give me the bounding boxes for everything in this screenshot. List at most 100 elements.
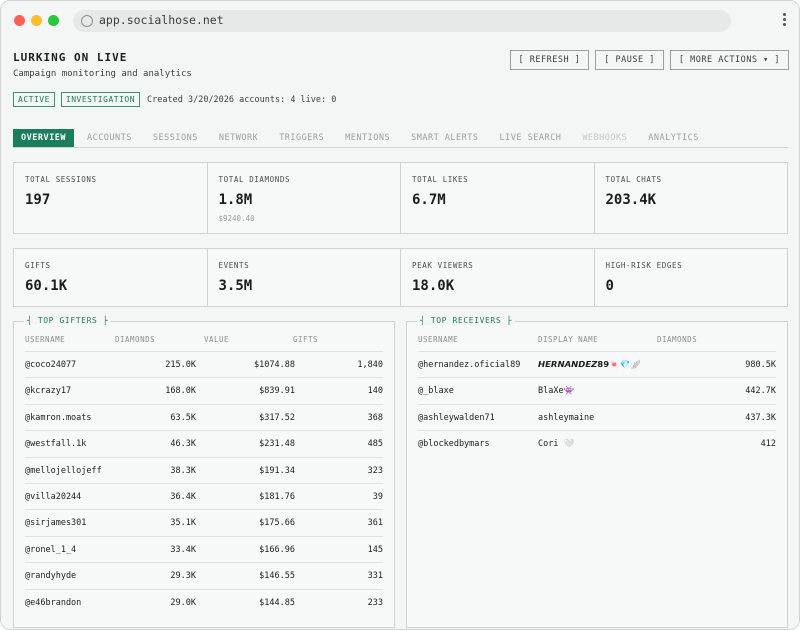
campaign-page: LURKING ON LIVE Campaign monitoring and … <box>1 41 799 629</box>
receiver-username[interactable]: @ashleywalden71 <box>418 412 495 423</box>
tab-smart-alerts[interactable]: SMART ALERTS <box>411 133 479 143</box>
gifter-diamonds: 29.0K <box>170 597 196 608</box>
more-actions-button[interactable]: [ MORE ACTIONS ▾ ] <box>669 50 789 70</box>
gifter-username[interactable]: @coco24077 <box>25 360 77 370</box>
campaign-meta: Created 3/20/2026 accounts: 4 live: 0 <box>147 94 337 105</box>
gifter-gifts: 368 <box>367 412 383 423</box>
receiver-display-name: Cori 🤍 <box>538 439 575 450</box>
receiver-username[interactable]: @hernandez.oficial89 <box>418 360 521 370</box>
tab-triggers[interactable]: TRIGGERS <box>279 133 325 143</box>
address-bar[interactable]: app.socialhose.net <box>73 10 731 32</box>
url-text[interactable]: app.socialhose.net <box>99 13 224 27</box>
gifter-value: $317.52 <box>259 412 295 423</box>
receiver-username[interactable]: @_blaxe <box>418 386 454 397</box>
gifter-username[interactable]: @villa20244 <box>25 491 82 502</box>
minimize-window-button[interactable] <box>31 15 42 26</box>
gifter-value: $144.85 <box>259 597 295 608</box>
stat-label: TOTAL CHATS <box>605 175 662 184</box>
gifter-gifts: 233 <box>367 597 383 608</box>
stat-value: 203.4K <box>605 192 657 208</box>
table-row[interactable]: @westfall.1k 46.3K $231.48 485 <box>25 430 383 456</box>
table-row[interactable]: @kcrazy17 168.0K $839.91 140 <box>25 377 383 403</box>
table-row[interactable]: @ronel_1_4 33.4K $166.96 145 <box>25 535 383 562</box>
stats-row-secondary: GIFTS 60.1K EVENTS 3.5M PEAK VIEWERS 18.0K HIG… <box>13 248 788 307</box>
receiver-diamonds: 437.3K <box>745 412 776 423</box>
stat-card-peak-viewers: PEAK VIEWERS 18.0K <box>401 249 595 306</box>
receiver-username[interactable]: @blockedbymars <box>418 439 490 450</box>
top-gifters-panel: ┤ TOP GIFTERS ├ USERNAME DIAMONDS VALUE … <box>13 316 395 628</box>
gifter-value: $191.34 <box>259 465 295 476</box>
tab-analytics[interactable]: ANALYTICS <box>648 133 699 143</box>
gifter-diamonds: 215.0K <box>165 360 196 370</box>
maximize-window-button[interactable] <box>48 15 59 26</box>
type-badge: INVESTIGATION <box>60 92 141 107</box>
gifter-username[interactable]: @westfall.1k <box>25 439 87 450</box>
gifter-diamonds: 168.0K <box>165 386 196 397</box>
gifter-value: $181.76 <box>259 491 295 502</box>
table-row[interactable]: @mellojellojeff 38.3K $191.34 323 <box>25 456 383 483</box>
gifter-username[interactable]: @kamron.moats <box>25 412 92 423</box>
header-actions: [ REFRESH ] [ PAUSE ] [ MORE ACTIONS ▾ ] <box>504 50 789 70</box>
gifter-diamonds: 35.1K <box>170 518 196 529</box>
gifter-diamonds: 46.3K <box>170 439 196 450</box>
table-row[interactable]: @randyhyde 29.3K $146.55 331 <box>25 562 383 588</box>
table-row[interactable]: @kamron.moats 63.5K $317.52 368 <box>25 403 383 430</box>
gifter-username[interactable]: @kcrazy17 <box>25 386 72 397</box>
stat-value: 1.8M <box>218 192 253 208</box>
stat-card-total-diamonds: TOTAL DIAMONDS 1.8M $9240.40 <box>208 163 401 233</box>
stat-value: 0 <box>605 278 614 294</box>
pause-button[interactable]: [ PAUSE ] <box>595 50 664 70</box>
gifter-diamonds: 29.3K <box>170 571 196 582</box>
stat-label: GIFTS <box>25 261 51 270</box>
stat-card-total-chats: TOTAL CHATS 203.4K <box>595 163 788 233</box>
column-header-display-name: DISPLAY NAME <box>538 335 599 344</box>
tab-mentions[interactable]: MENTIONS <box>345 133 391 143</box>
top-receivers-panel: ┤ TOP RECEIVERS ├ USERNAME DISPLAY NAME … <box>406 316 788 628</box>
stat-label: TOTAL DIAMONDS <box>218 175 291 184</box>
column-header-diamonds: DIAMONDS <box>115 335 156 344</box>
table-row[interactable]: @blockedbymars Cori 🤍 412 <box>418 430 776 456</box>
tab-webhooks[interactable]: WEBHOOKS <box>582 133 628 143</box>
table-row[interactable]: @coco24077 215.0K $1074.88 1,840 <box>25 351 383 377</box>
tab-sessions[interactable]: SESSIONS <box>152 133 198 143</box>
table-row[interactable]: @sirjames301 35.1K $175.66 361 <box>25 509 383 535</box>
refresh-button[interactable]: [ REFRESH ] <box>509 50 590 70</box>
gifter-username[interactable]: @e46brandon <box>25 597 82 608</box>
tab-overview[interactable]: OVERVIEW <box>13 129 74 147</box>
table-row[interactable]: @e46brandon 29.0K $144.85 233 <box>25 588 383 615</box>
gifter-diamonds: 36.4K <box>170 491 196 502</box>
table-row[interactable]: @_blaxe BlaXe👾 442.7K <box>418 377 776 403</box>
gifter-gifts: 140 <box>367 386 383 397</box>
tab-network[interactable]: NETWORK <box>218 133 259 143</box>
stat-subvalue: $9240.40 <box>218 214 255 223</box>
browser-menu-icon[interactable] <box>783 13 787 29</box>
table-row[interactable]: @villa20244 36.4K $181.76 39 <box>25 482 383 509</box>
stat-label: TOTAL LIKES <box>412 175 469 184</box>
table-row[interactable]: @ashleywalden71 ashleymaine 437.3K <box>418 403 776 430</box>
column-header-gifts: GIFTS <box>293 335 319 344</box>
gifter-value: $839.91 <box>259 386 295 397</box>
gifter-value: $231.48 <box>259 439 295 450</box>
receiver-diamonds: 412 <box>760 439 776 450</box>
gifter-username[interactable]: @mellojellojeff <box>25 465 102 476</box>
tab-accounts[interactable]: ACCOUNTS <box>86 133 132 143</box>
gifter-gifts: 331 <box>367 571 383 582</box>
gifter-username[interactable]: @sirjames301 <box>25 518 87 529</box>
gifter-username[interactable]: @ronel_1_4 <box>25 544 77 555</box>
close-window-button[interactable] <box>14 15 25 26</box>
site-info-icon[interactable] <box>81 15 93 27</box>
gifter-username[interactable]: @randyhyde <box>25 571 77 582</box>
page-subtitle: Campaign monitoring and analytics <box>13 69 192 79</box>
stats-row-primary: TOTAL SESSIONS 197 TOTAL DIAMONDS 1.8M $9240… <box>13 162 788 234</box>
browser-toolbar: app.socialhose.net <box>1 1 799 41</box>
gifter-value: $175.66 <box>259 518 295 529</box>
top-receivers-title: ┤ TOP RECEIVERS ├ <box>417 316 516 325</box>
receiver-display-name: BlaXe👾 <box>538 386 575 397</box>
tab-live-search[interactable]: LIVE SEARCH <box>499 133 562 143</box>
gifter-diamonds: 63.5K <box>170 412 196 423</box>
receiver-diamonds: 442.7K <box>745 386 776 397</box>
gifter-value: $166.96 <box>259 544 295 555</box>
top-receivers-table: @hernandez.oficial89 𝙃𝙀𝙍𝙉𝘼𝙉𝘿𝙀𝙕𝟴𝟵🍬💎🪽 980.5K… <box>418 351 776 457</box>
status-badge: ACTIVE <box>13 92 55 107</box>
table-row[interactable]: @hernandez.oficial89 𝙃𝙀𝙍𝙉𝘼𝙉𝘿𝙀𝙕𝟴𝟵🍬💎🪽 980.5K <box>418 351 776 377</box>
